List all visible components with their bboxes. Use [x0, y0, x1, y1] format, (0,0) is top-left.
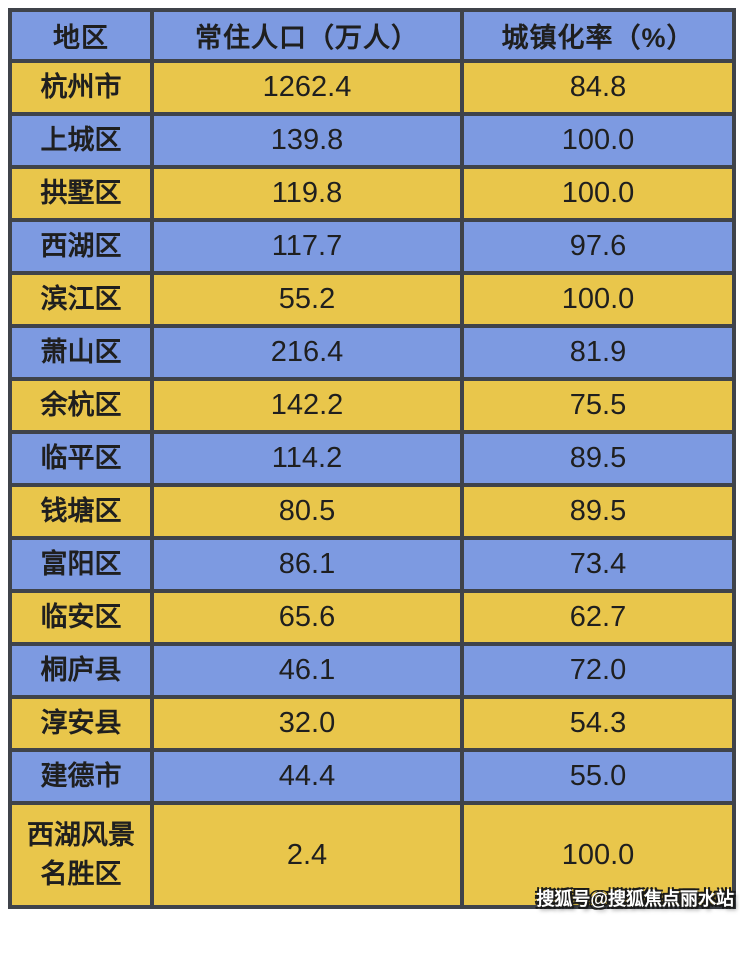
table-row: 钱塘区 80.5 89.5	[8, 483, 736, 540]
table-row: 上城区 139.8 100.0	[8, 112, 736, 169]
table-row: 拱墅区 119.8 100.0	[8, 165, 736, 222]
urbanization-cell: 75.5	[460, 377, 736, 434]
population-cell: 2.4	[150, 801, 464, 909]
population-urbanization-table: 地区 常住人口（万人） 城镇化率（%） 杭州市 1262.4 84.8 上城区 139.…	[8, 8, 736, 909]
population-cell: 119.8	[150, 165, 464, 222]
header-region: 地区	[8, 8, 154, 63]
population-cell: 55.2	[150, 271, 464, 328]
header-row: 地区 常住人口（万人） 城镇化率（%）	[8, 8, 736, 63]
region-cell: 滨江区	[8, 271, 154, 328]
region-cell: 杭州市	[8, 59, 154, 116]
watermark-text: 搜狐号@搜狐焦点丽水站	[536, 889, 734, 909]
table-row: 富阳区 86.1 73.4	[8, 536, 736, 593]
urbanization-cell: 89.5	[460, 483, 736, 540]
population-cell: 65.6	[150, 589, 464, 646]
region-cell: 钱塘区	[8, 483, 154, 540]
urbanization-cell: 100.0	[460, 112, 736, 169]
urbanization-cell: 97.6	[460, 218, 736, 275]
table-row: 西湖区 117.7 97.6	[8, 218, 736, 275]
table-row: 桐庐县 46.1 72.0	[8, 642, 736, 699]
region-cell: 淳安县	[8, 695, 154, 752]
region-cell: 西湖区	[8, 218, 154, 275]
table-row: 杭州市 1262.4 84.8	[8, 59, 736, 116]
population-cell: 216.4	[150, 324, 464, 381]
region-cell: 临平区	[8, 430, 154, 487]
population-cell: 32.0	[150, 695, 464, 752]
region-cell: 西湖风景名胜区	[8, 801, 154, 909]
urbanization-cell: 84.8	[460, 59, 736, 116]
population-cell: 142.2	[150, 377, 464, 434]
population-cell: 114.2	[150, 430, 464, 487]
table-row: 西湖风景名胜区 2.4 100.0	[8, 801, 736, 909]
urbanization-cell: 81.9	[460, 324, 736, 381]
region-cell: 萧山区	[8, 324, 154, 381]
table-row: 临安区 65.6 62.7	[8, 589, 736, 646]
region-cell: 上城区	[8, 112, 154, 169]
table-row: 淳安县 32.0 54.3	[8, 695, 736, 752]
population-cell: 44.4	[150, 748, 464, 805]
region-cell: 富阳区	[8, 536, 154, 593]
urbanization-cell: 62.7	[460, 589, 736, 646]
urbanization-cell: 100.0	[460, 271, 736, 328]
urbanization-cell: 89.5	[460, 430, 736, 487]
header-urbanization: 城镇化率（%）	[460, 8, 736, 63]
urbanization-cell: 72.0	[460, 642, 736, 699]
table-header: 地区 常住人口（万人） 城镇化率（%）	[8, 8, 736, 63]
population-cell: 86.1	[150, 536, 464, 593]
header-population: 常住人口（万人）	[150, 8, 464, 63]
population-cell: 80.5	[150, 483, 464, 540]
region-cell: 建德市	[8, 748, 154, 805]
population-cell: 117.7	[150, 218, 464, 275]
urbanization-cell: 73.4	[460, 536, 736, 593]
urbanization-cell: 55.0	[460, 748, 736, 805]
table-body: 杭州市 1262.4 84.8 上城区 139.8 100.0 拱墅区 119.8 100.0 西…	[8, 59, 736, 909]
region-cell: 拱墅区	[8, 165, 154, 222]
table-row: 临平区 114.2 89.5	[8, 430, 736, 487]
table-row: 建德市 44.4 55.0	[8, 748, 736, 805]
urbanization-cell: 100.0	[460, 165, 736, 222]
table-row: 余杭区 142.2 75.5	[8, 377, 736, 434]
urbanization-cell: 100.0	[460, 801, 736, 909]
population-cell: 1262.4	[150, 59, 464, 116]
region-cell: 余杭区	[8, 377, 154, 434]
table-row: 滨江区 55.2 100.0	[8, 271, 736, 328]
urbanization-cell: 54.3	[460, 695, 736, 752]
page: 地区 常住人口（万人） 城镇化率（%） 杭州市 1262.4 84.8 上城区 139.…	[8, 8, 736, 909]
region-cell: 临安区	[8, 589, 154, 646]
table-row: 萧山区 216.4 81.9	[8, 324, 736, 381]
population-cell: 46.1	[150, 642, 464, 699]
region-cell: 桐庐县	[8, 642, 154, 699]
population-cell: 139.8	[150, 112, 464, 169]
